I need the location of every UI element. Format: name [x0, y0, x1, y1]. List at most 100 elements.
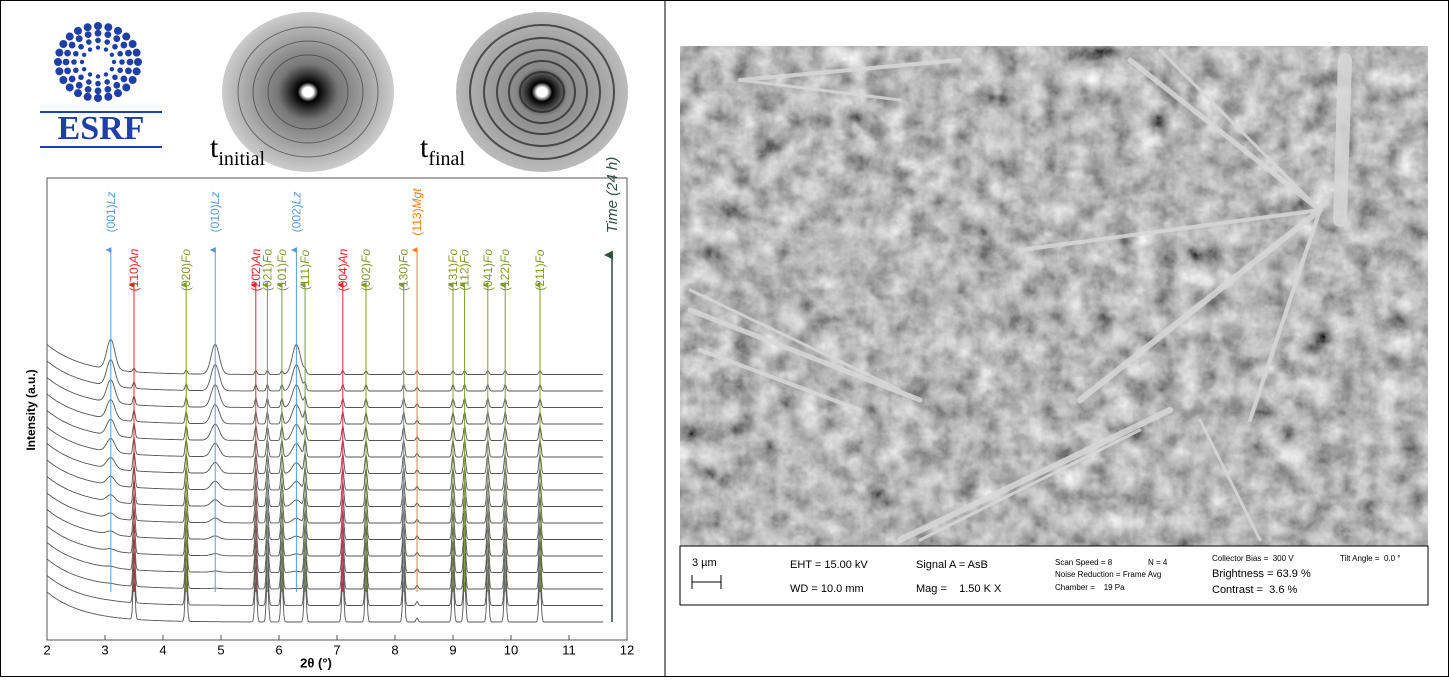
peak-label: (112)Fo [458, 249, 472, 290]
rings [469, 24, 615, 160]
logo-dot [75, 35, 83, 43]
logo-dot [78, 74, 84, 81]
hkl: (211) [533, 263, 547, 290]
sub: initial [218, 148, 265, 170]
n: N = 4 [1148, 558, 1168, 567]
diffraction-image [222, 12, 394, 172]
x-tick-label: 6 [275, 642, 282, 657]
logo-dot [73, 50, 79, 57]
logo-dot [126, 58, 134, 66]
x-axis-label: 2θ (°) [300, 655, 332, 670]
logo-dot [95, 80, 101, 87]
hkl: (002) [359, 263, 373, 291]
logo-dot [73, 67, 79, 74]
hkl: (021) [261, 263, 275, 291]
peak-label: (211)Fo [533, 249, 547, 290]
trace [46, 393, 603, 425]
logo-dot [132, 48, 141, 57]
scan-speed: Scan Speed = 8 [1055, 558, 1113, 567]
phase: Fo [397, 249, 411, 263]
logo-dot [112, 43, 118, 50]
logo-dot [122, 83, 131, 92]
tilt: Tilt Angle = 0.0 ° [1340, 554, 1401, 563]
t: t [420, 131, 429, 164]
logo-dot [120, 75, 128, 83]
logo-dot [117, 50, 123, 57]
hkl: (113) [410, 208, 424, 235]
hkl: (122) [498, 263, 512, 291]
wd: WD = 10.0 mm [790, 583, 864, 595]
logo-dot [84, 85, 92, 93]
hkl: (010) [208, 204, 222, 232]
logo-dot [113, 81, 121, 89]
sub: final [428, 148, 465, 170]
x-tick-label: 12 [620, 642, 634, 657]
x-tick-label: 2 [43, 642, 50, 657]
logo-dot [68, 75, 76, 83]
trace [46, 426, 603, 458]
phase: An [127, 248, 141, 264]
logo-dot [62, 58, 70, 66]
hkl: (1̄10) [127, 263, 141, 291]
phase: Fo [298, 250, 312, 264]
logo-dot [104, 79, 110, 85]
peak-label: (131)Fo [446, 249, 460, 291]
logo-dot [111, 59, 117, 65]
hkl: (001) [104, 204, 118, 232]
time-label: Time (24 h) [604, 157, 621, 234]
logo [54, 22, 142, 102]
sem-info-bar [679, 545, 1429, 606]
phase: An [336, 248, 350, 264]
logo-dot [94, 22, 102, 30]
brightness: Brightness = 63.9 % [1212, 568, 1311, 580]
x-tick-label: 5 [217, 642, 224, 657]
logo-dot [119, 59, 125, 65]
logo-dot [95, 74, 101, 79]
logo-dot [87, 47, 93, 52]
trace [46, 443, 603, 474]
logo-dot [114, 89, 122, 98]
phase: Mgt [410, 188, 424, 209]
logo-dot [125, 67, 132, 75]
logo-dot [112, 74, 118, 81]
trace [46, 410, 603, 441]
sem-info: 3 µm EHT = 15.00 kV WD = 10.0 mm Signal … [692, 554, 1401, 596]
logo-dot [71, 59, 77, 65]
logo-dot [125, 49, 132, 57]
peak-label: (020)Fo [179, 249, 193, 291]
logo-dot [74, 26, 82, 35]
logo-dot [94, 87, 102, 95]
phase: Fo [261, 249, 275, 263]
logo-dot [81, 52, 87, 57]
logo-dot [104, 31, 112, 39]
peak-label: (101)Fo [275, 249, 289, 291]
hkl: (111) [298, 264, 312, 290]
logo-text: ESRF [58, 110, 145, 147]
pattern-label: tinitial [210, 131, 265, 170]
x-tick-label: 9 [449, 642, 456, 657]
phase: Fo [275, 249, 289, 263]
logo-dot [103, 47, 109, 52]
hkl: (131) [446, 263, 460, 291]
trace [46, 459, 603, 491]
trace [46, 377, 603, 408]
peak-label: (010)Lz [208, 192, 222, 233]
chamber: Chamber = 19 Pa [1055, 583, 1125, 592]
logo-dot [95, 45, 101, 50]
peak-label: (001)Lz [104, 192, 118, 233]
logo-dot [94, 94, 102, 102]
logo-dot [87, 72, 93, 77]
peak-label: (002)Lz [290, 192, 304, 233]
x-tick-label: 10 [504, 642, 518, 657]
logo-dot [134, 58, 142, 66]
logo-dot [104, 92, 113, 101]
noise: Noise Reduction = Frame Avg [1055, 570, 1161, 579]
x-tick-label: 11 [562, 642, 576, 657]
logo-dot [81, 67, 87, 72]
phase: Fo [498, 249, 512, 263]
peak-label: (122)Fo [498, 249, 512, 291]
hkl: (041) [481, 263, 495, 291]
logo-dot [64, 49, 71, 57]
phase: Fo [481, 249, 495, 263]
